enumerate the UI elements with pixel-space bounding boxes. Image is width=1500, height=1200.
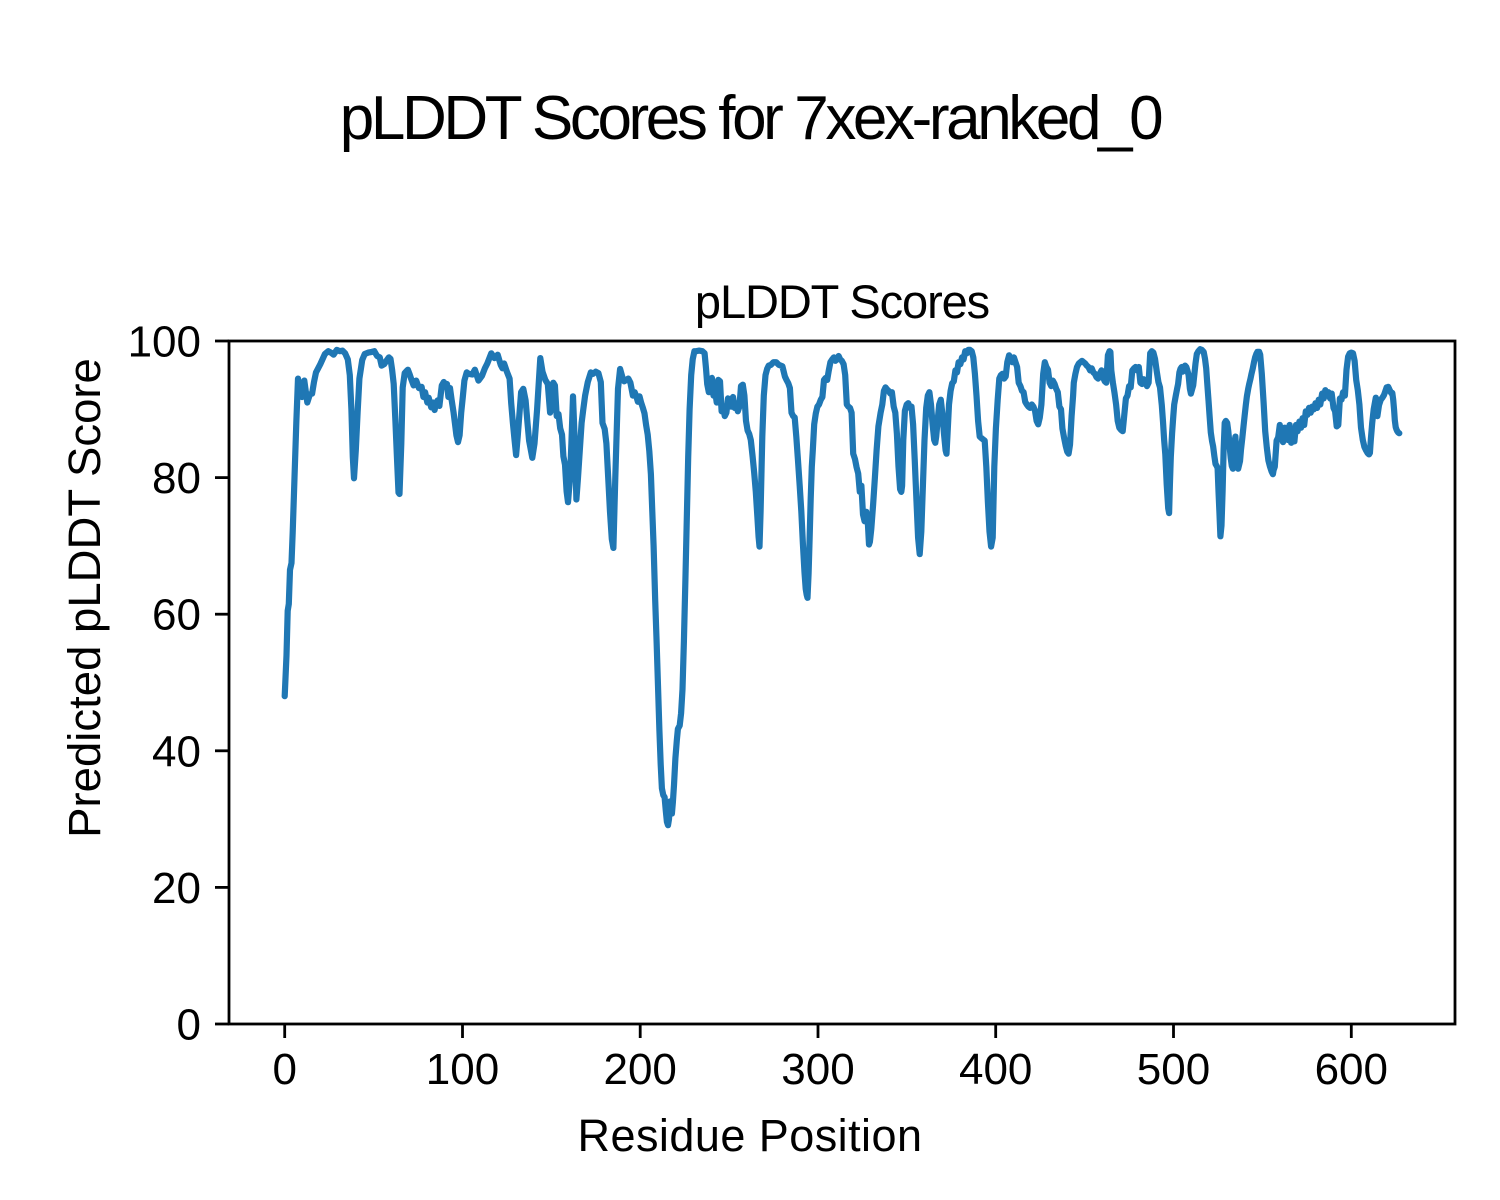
svg-text:pLDDT Scores: pLDDT Scores	[695, 275, 989, 328]
svg-text:Residue Position: Residue Position	[578, 1110, 923, 1161]
svg-text:100: 100	[128, 318, 201, 367]
svg-text:400: 400	[959, 1045, 1032, 1094]
svg-text:100: 100	[426, 1045, 499, 1094]
svg-text:0: 0	[272, 1045, 296, 1094]
svg-text:pLDDT Scores for 7xex-ranked_0: pLDDT Scores for 7xex-ranked_0	[340, 84, 1162, 153]
svg-text:40: 40	[152, 727, 201, 776]
svg-text:200: 200	[603, 1045, 676, 1094]
svg-text:300: 300	[781, 1045, 854, 1094]
svg-text:20: 20	[152, 864, 201, 913]
svg-text:60: 60	[152, 591, 201, 640]
svg-text:500: 500	[1137, 1045, 1210, 1094]
svg-text:80: 80	[152, 454, 201, 503]
svg-text:600: 600	[1315, 1045, 1388, 1094]
svg-text:Predicted pLDDT Score: Predicted pLDDT Score	[59, 358, 110, 838]
svg-text:0: 0	[177, 1001, 201, 1050]
